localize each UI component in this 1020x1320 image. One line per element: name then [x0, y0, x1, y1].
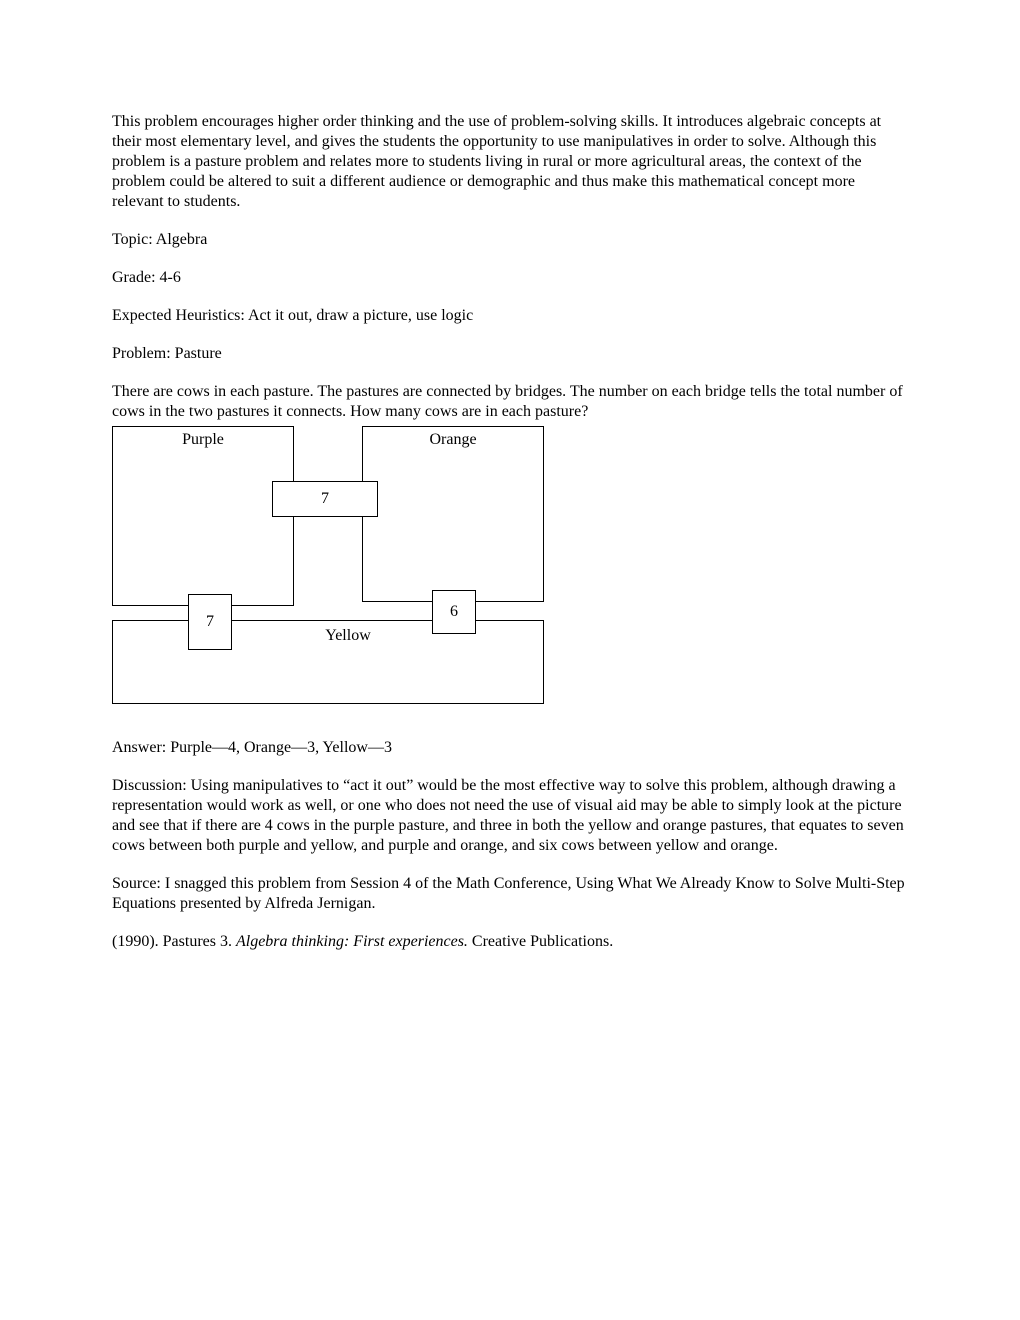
pasture-purple: Purple [112, 426, 294, 606]
citation-italic: Algebra thinking: First experiences. [236, 933, 468, 950]
bridge-purple-orange-value: 7 [321, 490, 329, 508]
intro-paragraph: This problem encourages higher order thi… [112, 112, 910, 212]
topic-line: Topic: Algebra [112, 230, 910, 250]
problem-text: There are cows in each pasture. The past… [112, 382, 910, 422]
pasture-yellow-label: Yellow [113, 627, 543, 645]
grade-line: Grade: 4-6 [112, 268, 910, 288]
bridge-purple-orange: 7 [272, 481, 378, 517]
bridge-purple-yellow: 7 [188, 594, 232, 650]
heuristics-line: Expected Heuristics: Act it out, draw a … [112, 306, 910, 326]
pasture-orange-label: Orange [429, 431, 476, 449]
bridge-orange-yellow: 6 [432, 590, 476, 634]
answer-line: Answer: Purple—4, Orange—3, Yellow—3 [112, 738, 910, 758]
pasture-orange: Orange [362, 426, 544, 602]
citation-line: (1990). Pastures 3. Algebra thinking: Fi… [112, 932, 910, 952]
pasture-diagram: Purple Orange Yellow 7 6 7 [112, 426, 552, 708]
bridge-orange-yellow-value: 6 [450, 603, 458, 621]
pasture-yellow: Yellow [112, 620, 544, 704]
source-paragraph: Source: I snagged this problem from Sess… [112, 874, 910, 914]
bridge-purple-yellow-value: 7 [206, 613, 214, 631]
discussion-paragraph: Discussion: Using manipulatives to “act … [112, 776, 910, 856]
page-container: This problem encourages higher order thi… [0, 0, 1020, 952]
citation-post: Creative Publications. [468, 933, 613, 950]
problem-title: Problem: Pasture [112, 344, 910, 364]
pasture-purple-label: Purple [182, 431, 224, 449]
citation-pre: (1990). Pastures 3. [112, 933, 236, 950]
